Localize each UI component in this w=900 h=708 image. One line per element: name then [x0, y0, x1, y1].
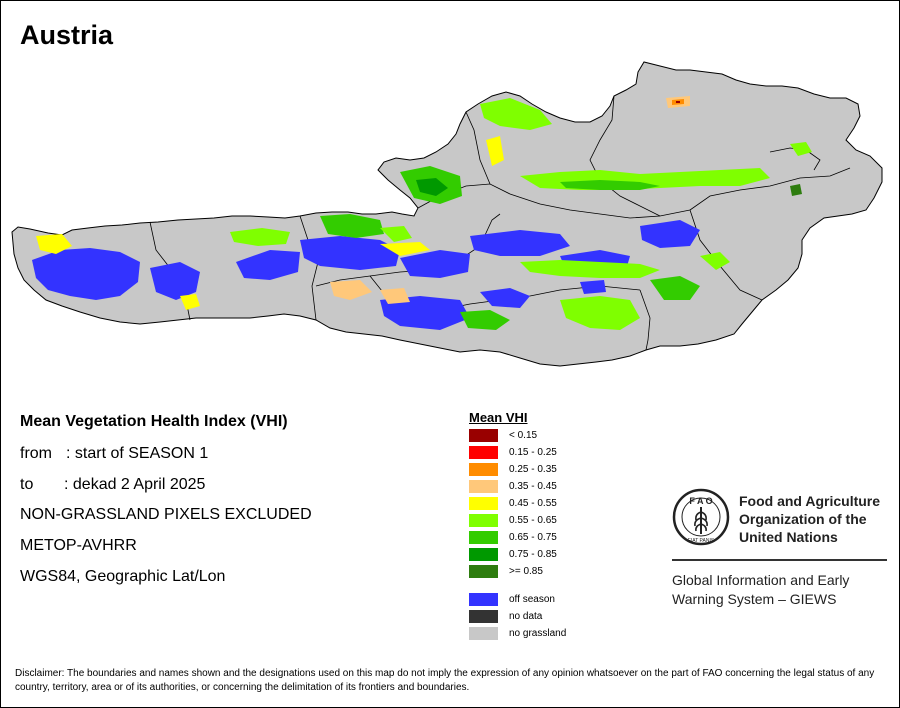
- fao-divider: [672, 559, 887, 561]
- fao-name: Food and Agriculture Organization of the…: [739, 492, 880, 546]
- map-title: Austria: [20, 20, 114, 50]
- svg-text:F A O: F A O: [689, 496, 712, 506]
- fao-emblem-icon: F A O FIAT PANIS: [672, 488, 730, 546]
- svg-text:FIAT PANIS: FIAT PANIS: [688, 538, 715, 544]
- info-projection: WGS84, Geographic Lat/Lon: [20, 568, 226, 585]
- off-season-areas: [32, 220, 700, 330]
- giews-line1: Global Information and Early: [672, 572, 850, 588]
- info-to-row: to : dekad 2 April 2025: [20, 476, 205, 494]
- legend-swatch: [469, 565, 498, 578]
- legend-swatch: [469, 627, 498, 640]
- giews-name: Global Information and Early Warning Sys…: [672, 571, 849, 609]
- giews-line2: Warning System – GIEWS: [672, 591, 837, 607]
- info-heading: Mean Vegetation Health Index (VHI): [20, 413, 288, 430]
- legend-swatch: [469, 593, 498, 606]
- country-map: [11, 61, 883, 367]
- vhi-green-areas: [230, 98, 812, 330]
- legend-swatch: [469, 548, 498, 561]
- info-from-value: : start of SEASON 1: [66, 445, 209, 462]
- legend-swatch: [469, 446, 498, 459]
- legend-label: no data: [509, 611, 543, 622]
- legend-label: 0.45 - 0.55: [509, 498, 557, 509]
- info-note: NON-GRASSLAND PIXELS EXCLUDED: [20, 506, 312, 523]
- fao-name-line3: United Nations: [739, 529, 838, 545]
- legend-swatch: [469, 610, 498, 623]
- legend-label: no grassland: [509, 628, 567, 639]
- legend-label: off season: [509, 594, 555, 605]
- legend-label: 0.65 - 0.75: [509, 532, 557, 543]
- legend-swatch: [469, 463, 498, 476]
- legend-label: 0.55 - 0.65: [509, 515, 557, 526]
- legend-swatch: [469, 514, 498, 527]
- legend-label: < 0.15: [509, 430, 538, 441]
- info-sensor: METOP-AVHRR: [20, 537, 137, 554]
- info-from-key: from: [20, 445, 52, 462]
- legend-swatch: [469, 480, 498, 493]
- info-from-row: from : start of SEASON 1: [20, 445, 208, 463]
- legend-label: 0.15 - 0.25: [509, 447, 557, 458]
- legend-swatch: [469, 531, 498, 544]
- legend-swatch: [469, 497, 498, 510]
- legend-swatch: [469, 429, 498, 442]
- legend-label: 0.25 - 0.35: [509, 464, 557, 475]
- info-to-key: to: [20, 476, 34, 493]
- fao-name-line1: Food and Agriculture: [739, 493, 881, 509]
- disclaimer: Disclaimer: The boundaries and names sho…: [15, 668, 875, 693]
- legend-title: Mean VHI: [469, 410, 528, 425]
- legend-label: 0.35 - 0.45: [509, 481, 557, 492]
- fao-name-line2: Organization of the: [739, 511, 867, 527]
- info-to-value: : dekad 2 April 2025: [64, 476, 206, 493]
- legend-label: 0.75 - 0.85: [509, 549, 557, 560]
- vhi-yellow-areas: [36, 96, 690, 310]
- legend-label: >= 0.85: [509, 566, 543, 577]
